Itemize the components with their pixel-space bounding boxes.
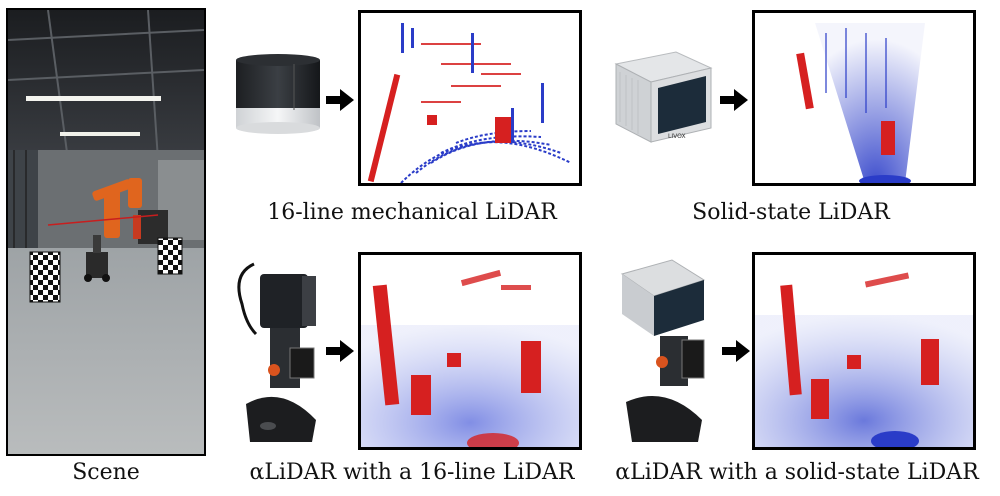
scene-photo bbox=[6, 8, 206, 456]
caption-scene: Scene bbox=[72, 460, 140, 485]
caption-solid: Solid-state LiDAR bbox=[692, 200, 890, 225]
pointcloud-alidar-16line bbox=[358, 252, 582, 450]
pointcloud-solid-state bbox=[752, 10, 976, 186]
solid-state-lidar-device: LIVOX bbox=[606, 44, 716, 144]
caption-mech16: 16-line mechanical LiDAR bbox=[267, 200, 557, 225]
livox-brand-label: LIVOX bbox=[668, 133, 686, 140]
pointcloud-16line bbox=[358, 10, 582, 186]
alidar-solid-device bbox=[612, 250, 718, 450]
pointcloud-alidar-solid bbox=[752, 252, 976, 450]
alidar-16line-device bbox=[226, 244, 326, 454]
arrow-right-icon bbox=[720, 89, 748, 111]
arrow-right-icon bbox=[722, 340, 750, 362]
mechanical-lidar-device bbox=[232, 54, 324, 138]
caption-alidar16: αLiDAR with a 16-line LiDAR bbox=[249, 460, 575, 485]
arrow-right-icon bbox=[326, 89, 354, 111]
caption-alidar-solid: αLiDAR with a solid-state LiDAR bbox=[615, 460, 979, 485]
arrow-right-icon bbox=[326, 340, 354, 362]
